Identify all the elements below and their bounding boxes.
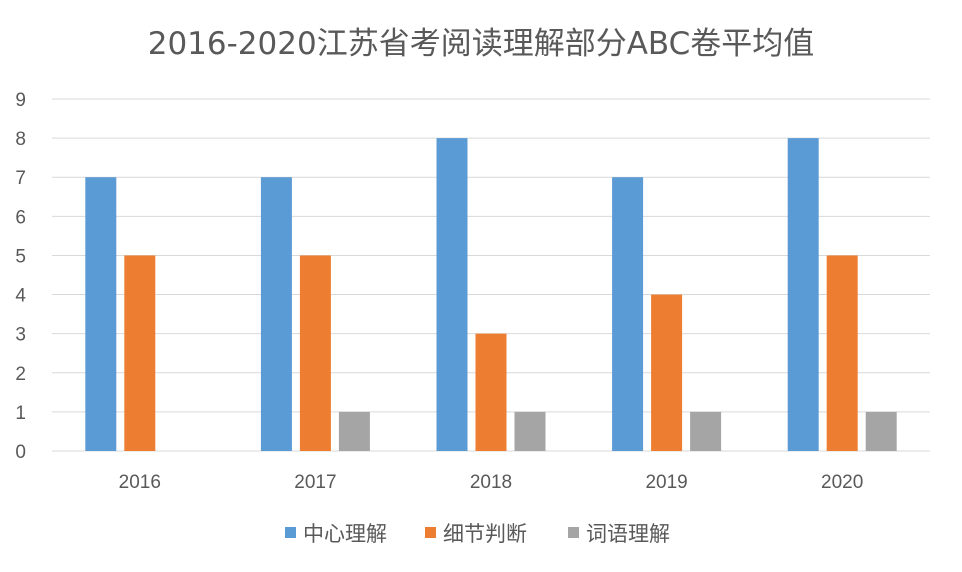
x-axis-ticks: 2016 2017 2018 2019 2020 xyxy=(119,472,864,493)
legend-label-1: 细节判断 xyxy=(443,522,527,546)
bar-layer xyxy=(85,138,897,451)
bar-2017-series-2 xyxy=(338,411,370,451)
legend-label-0: 中心理解 xyxy=(303,522,387,546)
y-tick-label: 9 xyxy=(15,90,26,111)
bar-2019-series-2 xyxy=(690,411,722,451)
x-tick-label: 2016 xyxy=(119,472,161,493)
x-tick-label: 2020 xyxy=(821,472,863,493)
bar-2020-series-2 xyxy=(865,411,897,451)
y-tick-label: 7 xyxy=(15,168,26,189)
bar-2019-series-1 xyxy=(651,294,683,451)
y-tick-label: 0 xyxy=(15,442,26,463)
legend-swatch-2 xyxy=(568,527,579,538)
y-tick-label: 4 xyxy=(15,286,26,307)
x-tick-label: 2019 xyxy=(645,472,687,493)
x-tick-label: 2018 xyxy=(470,472,512,493)
y-tick-label: 3 xyxy=(15,325,26,346)
y-axis-ticks: 0 1 2 3 4 5 6 7 8 9 xyxy=(15,90,26,463)
bar-2020-series-0 xyxy=(787,138,819,451)
bar-2017-series-1 xyxy=(299,255,331,451)
y-tick-label: 5 xyxy=(15,246,26,267)
y-tick-label: 6 xyxy=(15,207,26,228)
bar-2019-series-0 xyxy=(612,177,644,451)
bar-2017-series-0 xyxy=(260,177,292,451)
bar-2018-series-0 xyxy=(436,138,468,451)
legend-swatch-1 xyxy=(425,527,436,538)
chart-title: 2016-2020江苏省考阅读理解部分ABC卷平均值 xyxy=(147,26,815,62)
y-tick-label: 1 xyxy=(15,403,26,424)
bar-2016-series-1 xyxy=(124,255,156,451)
legend-swatch-0 xyxy=(285,527,296,538)
legend: 中心理解 细节判断 词语理解 xyxy=(285,522,670,546)
x-tick-label: 2017 xyxy=(294,472,336,493)
bar-2020-series-1 xyxy=(826,255,858,451)
bar-2018-series-1 xyxy=(475,333,507,451)
y-tick-label: 8 xyxy=(15,129,26,150)
bar-2016-series-0 xyxy=(85,177,117,451)
legend-label-2: 词语理解 xyxy=(586,522,670,546)
y-tick-label: 2 xyxy=(15,364,26,385)
bar-2018-series-2 xyxy=(514,411,546,451)
